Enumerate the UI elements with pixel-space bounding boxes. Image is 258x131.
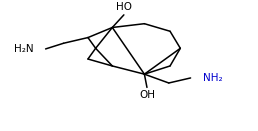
Text: NH₂: NH₂	[203, 73, 223, 83]
Text: OH: OH	[139, 90, 155, 100]
Text: HO: HO	[116, 2, 132, 12]
Text: H₂N: H₂N	[14, 44, 34, 54]
